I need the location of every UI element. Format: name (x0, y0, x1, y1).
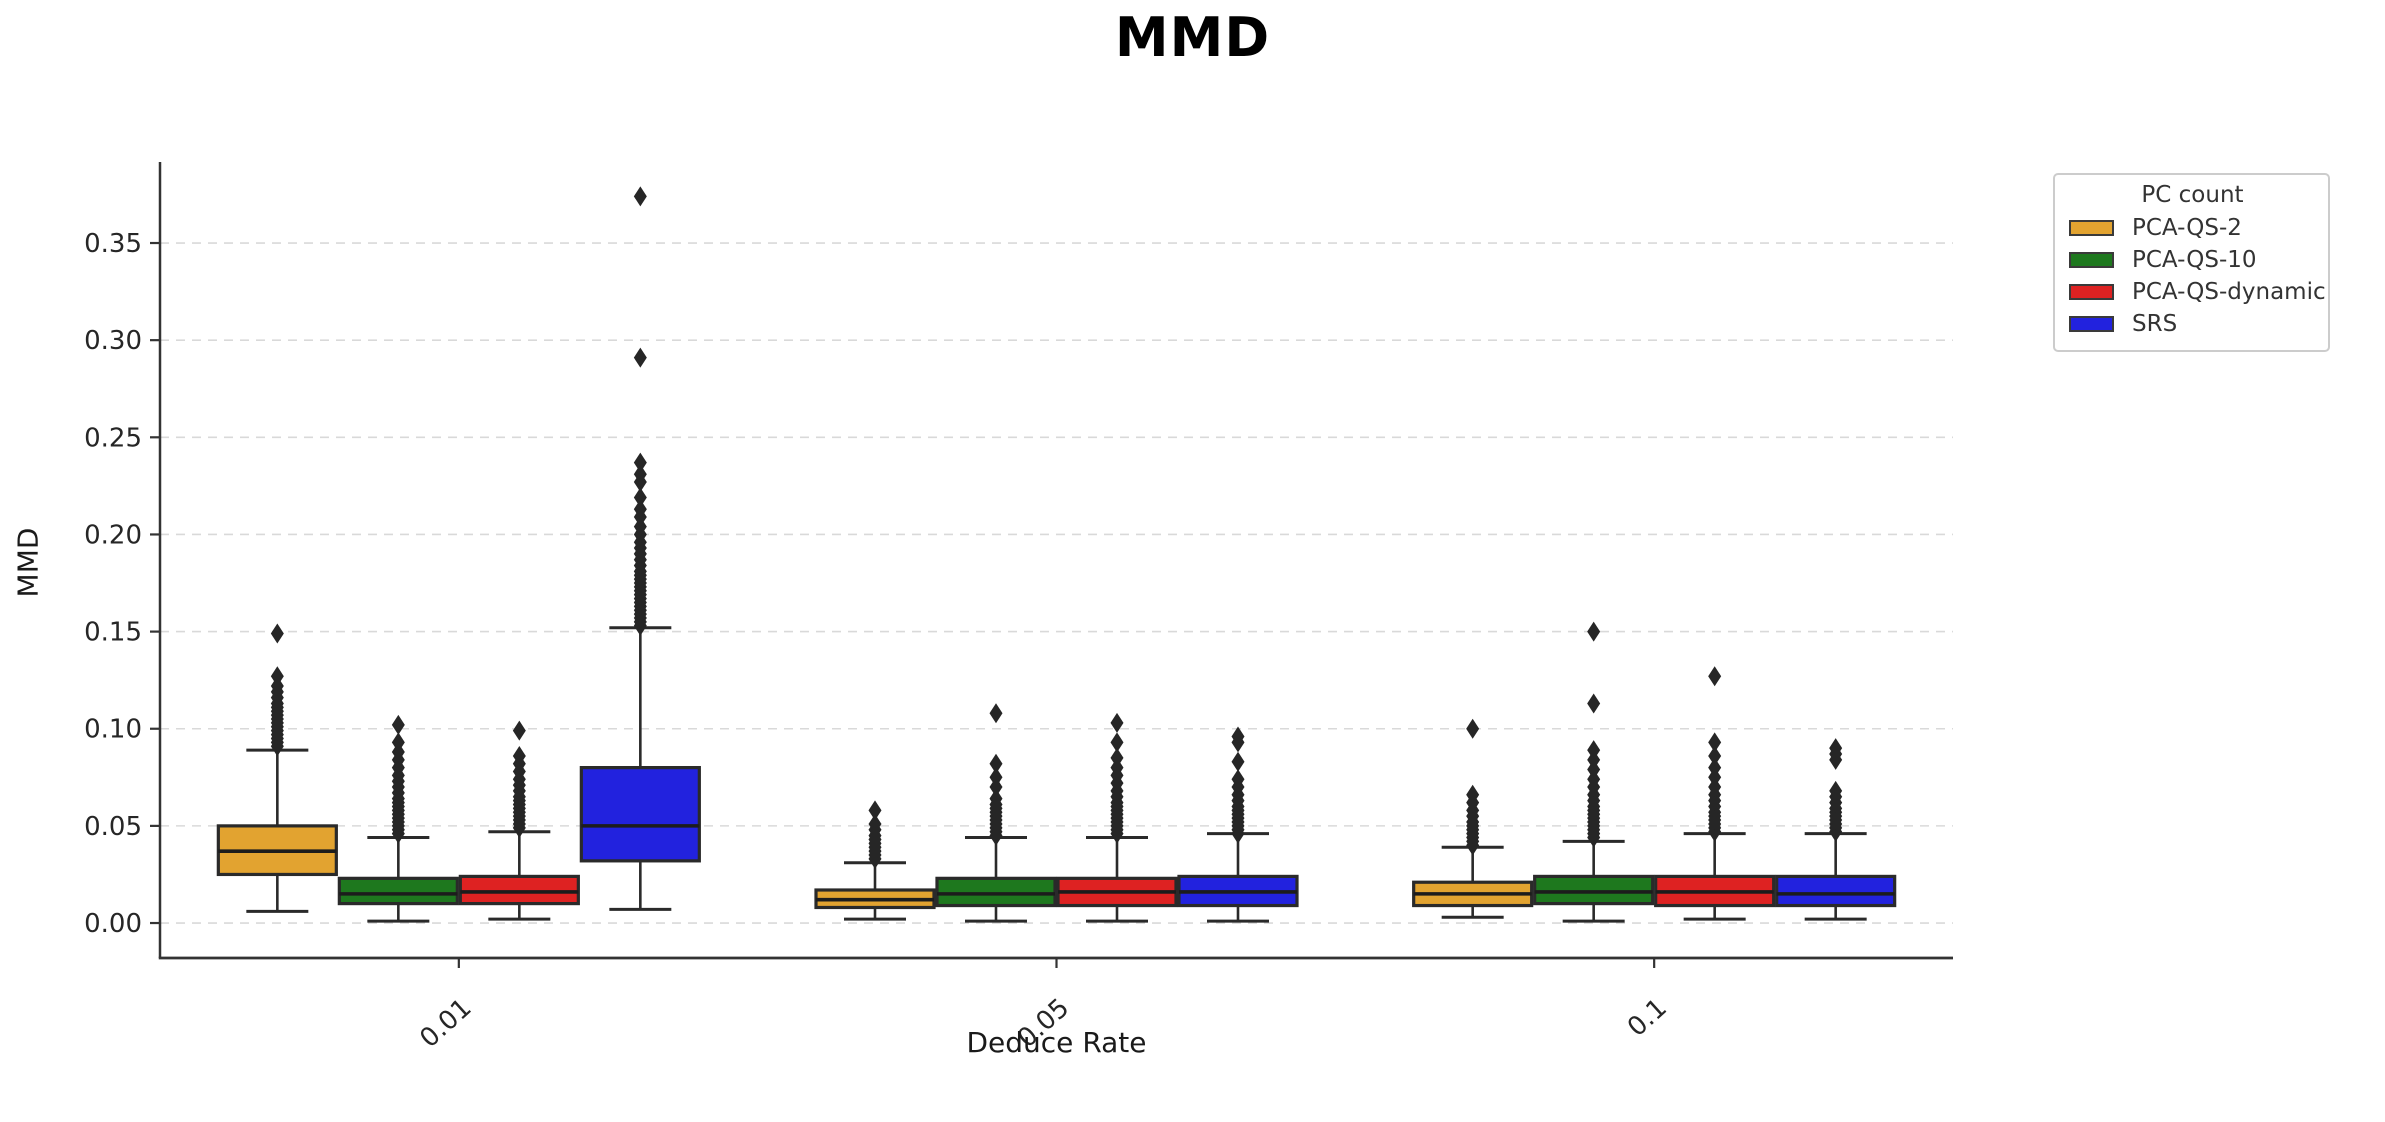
box-SRS-0.1-outlier-marker (1829, 738, 1843, 759)
y-tick-label: 0.00 (84, 909, 142, 939)
box-SRS-0.05-outlier-marker (1231, 751, 1245, 772)
box-PCA-QS-10-0.01-outlier-marker (391, 732, 405, 753)
box-SRS-0.01-outlier-marker (633, 452, 647, 473)
legend-label: PCA-QS-dynamic (2132, 279, 2326, 305)
box-SRS-0.1 (1775, 874, 1897, 908)
box-PCA-QS-dynamic-0.05-outlier-marker (1110, 732, 1124, 753)
box-SRS-0.01-outlier-marker (633, 464, 647, 485)
legend-item-SRS: SRS (2069, 308, 2316, 340)
y-tick-label: 0.35 (84, 229, 142, 259)
box-PCA-QS-dynamic-0.01-outlier-marker (512, 720, 526, 741)
y-tick-label: 0.05 (84, 812, 142, 842)
legend-item-PCA-QS-2: PCA-QS-2 (2069, 212, 2316, 244)
y-tick-label: 0.15 (84, 618, 142, 648)
box-PCA-QS-dynamic-0.1-outlier-marker (1708, 666, 1722, 687)
box-PCA-QS-10-0.1-outlier-marker (1587, 693, 1601, 714)
legend-swatch-PCA-QS-10 (2069, 252, 2114, 268)
box-PCA-QS-dynamic-0.1-outlier-marker (1708, 732, 1722, 753)
box-PCA-QS-10-0.1-outlier-marker (1587, 621, 1601, 642)
legend-title: PC count (2141, 182, 2244, 208)
box-PCA-QS-10-0.05-outlier-marker (989, 767, 1003, 788)
box-PCA-QS-dynamic-0.01 (458, 874, 580, 906)
box-SRS-0.01-outlier-marker (633, 487, 647, 508)
box-PCA-QS-dynamic-0.1-outlier-marker (1708, 745, 1722, 766)
box-SRS-0.01 (579, 765, 701, 863)
box-PCA-QS-2-0.1-outlier-marker (1466, 718, 1480, 739)
box-PCA-QS-2-0.1-outlier-marker (1466, 784, 1480, 805)
box-PCA-QS-dynamic-0.05-outlier-marker (1110, 712, 1124, 733)
box-PCA-QS-10-0.01-outlier-marker (391, 714, 405, 735)
box-PCA-QS-dynamic-0.01-outlier-marker (512, 745, 526, 766)
y-tick-label: 0.10 (84, 715, 142, 745)
y-tick-label: 0.30 (84, 326, 142, 356)
legend: PC count PCA-QS-2 PCA-QS-10 PCA-QS-dynamic… (2053, 173, 2330, 352)
box-PCA-QS-10-0.01 (337, 876, 459, 906)
legend-swatch-PCA-QS-dynamic (2069, 284, 2114, 300)
legend-label: PCA-QS-10 (2132, 247, 2257, 273)
box-PCA-QS-dynamic-0.05-outlier-marker (1110, 747, 1124, 768)
legend-items: PCA-QS-2 PCA-QS-10 PCA-QS-dynamic SRS (2069, 212, 2326, 340)
box-PCA-QS-2-0.05-outlier-marker (868, 800, 882, 821)
box-PCA-QS-10-0.1 (1533, 874, 1655, 906)
box-SRS-0.1-outlier-marker (1829, 780, 1843, 801)
box-PCA-QS-10-0.05-outlier-marker (989, 753, 1003, 774)
legend-label: PCA-QS-2 (2132, 215, 2242, 241)
legend-swatch-SRS (2069, 316, 2114, 332)
box-SRS-0.01-outlier-marker (633, 186, 647, 207)
y-tick-label: 0.20 (84, 520, 142, 550)
chart-title: MMD (1114, 6, 1271, 69)
legend-item-PCA-QS-10: PCA-QS-10 (2069, 244, 2316, 276)
box-PCA-QS-2-0.05-outlier-marker (868, 813, 882, 834)
box-SRS-0.05-outlier-marker (1231, 769, 1245, 790)
box-PCA-QS-dynamic-0.1-outlier-marker (1708, 757, 1722, 778)
box-PCA-QS-10-0.05-outlier-marker (989, 703, 1003, 724)
box-PCA-QS-10-0.05 (935, 876, 1057, 908)
box-SRS-0.05-outlier-marker (1231, 726, 1245, 747)
box-SRS-0.01-outlier-marker (633, 499, 647, 520)
y-tick-label: 0.25 (84, 423, 142, 453)
legend-label: SRS (2132, 311, 2178, 337)
x-axis-label: Deduce Rate (966, 1026, 1147, 1059)
legend-swatch-PCA-QS-2 (2069, 220, 2114, 236)
legend-item-PCA-QS-dynamic: PCA-QS-dynamic (2069, 276, 2326, 308)
box-PCA-QS-10-0.1-outlier-marker (1587, 740, 1601, 761)
box-SRS-0.01-outlier-marker (633, 347, 647, 368)
box-PCA-QS-10-0.05-outlier-marker (989, 788, 1003, 809)
box-PCA-QS-2-0.01-outlier-marker (270, 666, 284, 687)
box-PCA-QS-2-0.01-outlier-marker (270, 623, 284, 644)
